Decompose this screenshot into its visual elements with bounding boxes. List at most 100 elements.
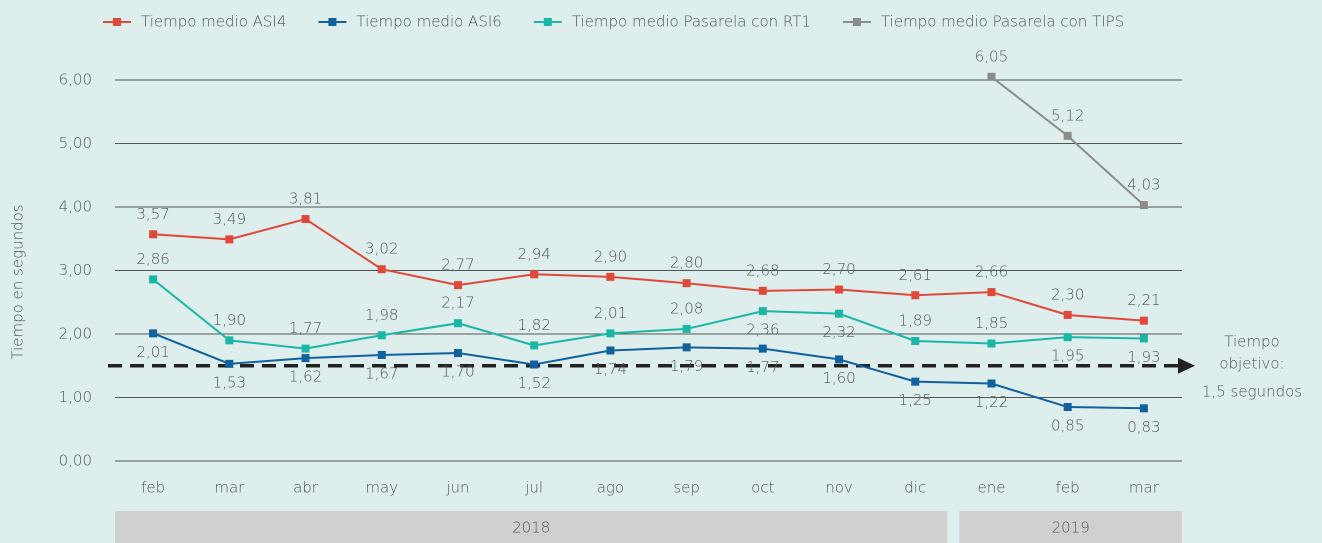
data-label: 1,89 xyxy=(899,311,932,329)
target-label: Tiempo xyxy=(1224,332,1279,350)
x-tick-label: ago xyxy=(597,479,624,497)
legend-label: Tiempo medio ASI6 xyxy=(356,13,501,31)
point-marker xyxy=(1139,201,1148,210)
point-marker xyxy=(987,288,996,297)
data-label: 1,93 xyxy=(1127,348,1160,366)
y-tick-label: 2,00 xyxy=(59,325,92,343)
point-marker xyxy=(682,324,691,333)
data-label: 1,53 xyxy=(213,373,246,391)
point-marker xyxy=(1139,316,1148,325)
point-marker xyxy=(835,285,844,294)
point-marker xyxy=(377,350,386,359)
data-label: 0,83 xyxy=(1127,418,1160,436)
point-marker xyxy=(606,329,615,338)
data-label: 2,36 xyxy=(746,321,779,339)
target-arrow xyxy=(1178,357,1195,374)
point-marker xyxy=(835,355,844,364)
data-label: 1,85 xyxy=(975,314,1008,332)
point-marker xyxy=(758,286,767,295)
year-band xyxy=(959,511,1182,543)
data-label: 2,86 xyxy=(136,250,169,268)
x-tick-label: dic xyxy=(904,479,926,497)
x-tick-label: nov xyxy=(825,479,853,497)
target-label: 1,5 segundos xyxy=(1202,382,1302,400)
point-marker xyxy=(758,307,767,316)
point-marker xyxy=(758,344,767,353)
y-tick-label: 3,00 xyxy=(59,261,92,279)
year-band xyxy=(115,511,948,543)
data-label: 1,70 xyxy=(441,363,474,381)
data-label: 1,67 xyxy=(365,364,398,382)
point-marker xyxy=(530,341,539,350)
data-label: 4,03 xyxy=(1127,176,1160,194)
data-label: 2,01 xyxy=(136,343,169,361)
point-marker xyxy=(1063,310,1072,319)
point-marker xyxy=(453,349,462,358)
data-label: 1,95 xyxy=(1051,347,1084,365)
series-line xyxy=(152,332,1144,410)
point-marker xyxy=(377,331,386,340)
year-label: 2018 xyxy=(512,519,550,537)
point-marker xyxy=(453,319,462,328)
data-label: 1,79 xyxy=(670,357,703,375)
x-tick-label: jun xyxy=(445,479,469,497)
point-marker xyxy=(911,336,920,345)
point-marker xyxy=(225,336,234,345)
x-tick-label: mar xyxy=(214,479,245,497)
data-label: 2,77 xyxy=(441,256,474,274)
data-label: 2,32 xyxy=(822,323,855,341)
data-label: 1,82 xyxy=(517,316,550,334)
data-label: 1,25 xyxy=(899,391,932,409)
point-marker xyxy=(911,377,920,386)
x-tick-label: abr xyxy=(293,479,319,497)
data-label: 1,77 xyxy=(289,319,322,337)
point-marker xyxy=(377,265,386,274)
point-marker xyxy=(911,291,920,300)
x-tick-label: feb xyxy=(1056,479,1080,497)
point-marker xyxy=(682,343,691,352)
data-label: 1,74 xyxy=(594,360,627,378)
y-tick-label: 0,00 xyxy=(59,452,92,470)
series-line xyxy=(153,217,1144,322)
data-label: 1,22 xyxy=(975,393,1008,411)
y-tick-label: 5,00 xyxy=(59,134,92,152)
legend-marker xyxy=(328,18,337,26)
point-marker xyxy=(987,339,996,348)
data-label: 2,61 xyxy=(899,266,932,284)
year-label: 2019 xyxy=(1052,519,1090,537)
x-tick-label: jul xyxy=(524,479,543,497)
data-label: 1,52 xyxy=(517,374,550,392)
data-label: 3,49 xyxy=(213,210,246,228)
point-marker xyxy=(835,309,844,318)
data-label: 2,21 xyxy=(1127,291,1160,309)
legend-marker xyxy=(113,18,121,26)
point-marker xyxy=(301,215,310,224)
point-marker xyxy=(530,360,539,369)
point-marker xyxy=(987,72,996,81)
data-label: 2,80 xyxy=(670,254,703,272)
point-marker xyxy=(606,272,615,281)
data-label: 2,30 xyxy=(1051,285,1084,303)
x-tick-label: may xyxy=(365,479,398,497)
point-marker xyxy=(301,344,310,353)
point-marker xyxy=(149,329,158,338)
data-label: 2,68 xyxy=(746,261,779,279)
point-marker xyxy=(1063,403,1072,412)
data-label: 2,66 xyxy=(975,263,1008,281)
data-label: 0,85 xyxy=(1051,417,1084,435)
data-label: 1,90 xyxy=(213,311,246,329)
point-marker xyxy=(1139,404,1148,413)
x-tick-label: oct xyxy=(751,479,774,497)
data-label: 3,02 xyxy=(365,240,398,258)
point-marker xyxy=(453,281,462,290)
data-label: 2,08 xyxy=(670,299,703,317)
data-label: 2,01 xyxy=(594,304,627,322)
x-tick-label: sep xyxy=(673,479,700,497)
x-tick-label: mar xyxy=(1129,479,1160,497)
data-label: 5,12 xyxy=(1051,106,1084,124)
data-label: 3,57 xyxy=(136,205,169,223)
data-label: 1,60 xyxy=(822,369,855,387)
y-tick-label: 1,00 xyxy=(59,388,92,406)
data-label: 1,98 xyxy=(365,306,398,324)
